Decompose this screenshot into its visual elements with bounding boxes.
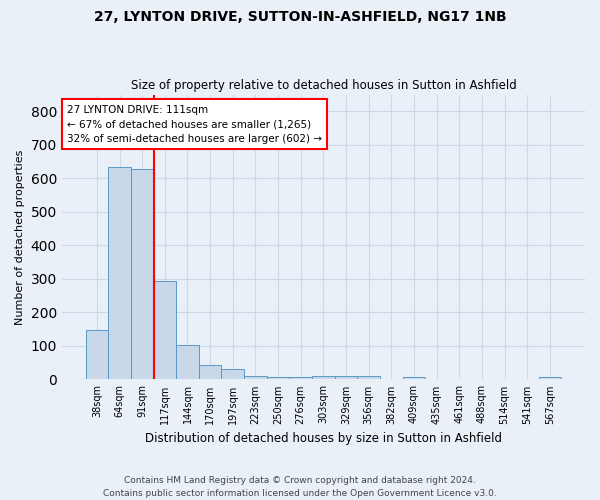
Text: 27, LYNTON DRIVE, SUTTON-IN-ASHFIELD, NG17 1NB: 27, LYNTON DRIVE, SUTTON-IN-ASHFIELD, NG… [94,10,506,24]
Bar [154,281,176,380]
Bar [86,330,108,380]
Bar [131,169,154,380]
Bar [312,376,335,380]
Text: 27 LYNTON DRIVE: 111sqm
← 67% of detached houses are smaller (1,265)
32% of semi: 27 LYNTON DRIVE: 111sqm ← 67% of detache… [67,104,322,144]
Bar [199,364,221,380]
Bar [335,376,358,380]
Bar [267,376,289,380]
Bar [358,376,380,380]
Title: Size of property relative to detached houses in Sutton in Ashfield: Size of property relative to detached ho… [131,79,516,92]
Bar [108,167,131,380]
Bar [403,376,425,380]
Bar [289,376,312,380]
Bar [244,376,267,380]
Bar [539,376,561,380]
Text: Contains HM Land Registry data © Crown copyright and database right 2024.
Contai: Contains HM Land Registry data © Crown c… [103,476,497,498]
Y-axis label: Number of detached properties: Number of detached properties [15,150,25,324]
X-axis label: Distribution of detached houses by size in Sutton in Ashfield: Distribution of detached houses by size … [145,432,502,445]
Bar [221,370,244,380]
Bar [176,345,199,380]
